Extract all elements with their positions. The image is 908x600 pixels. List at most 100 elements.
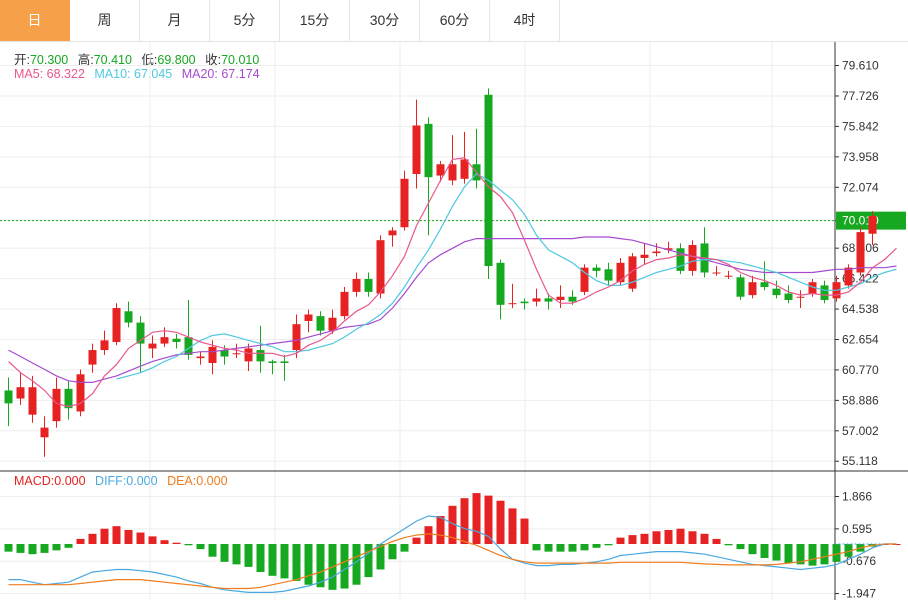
- candle-body: [304, 314, 313, 321]
- macd-bar: [208, 544, 217, 557]
- macd-tick-label: 0.595: [842, 522, 872, 536]
- candle-body: [508, 303, 517, 305]
- ma20-readout: MA20: 67.174: [181, 67, 260, 81]
- macd-bar: [316, 544, 325, 588]
- macd-bar: [304, 544, 313, 585]
- candle-body: [292, 324, 301, 351]
- macd-bar: [844, 544, 853, 557]
- candle-body: [736, 277, 745, 297]
- candles: [4, 88, 889, 457]
- tab-1[interactable]: 周: [70, 0, 140, 41]
- macd-bar: [148, 536, 157, 544]
- macd-bar: [232, 544, 241, 565]
- candle-body: [652, 251, 661, 254]
- macd-bar: [100, 528, 109, 544]
- candle-body: [760, 282, 769, 288]
- ma10-line: [116, 173, 897, 380]
- macd-bar: [340, 544, 349, 589]
- candle: [760, 261, 769, 291]
- tab-3[interactable]: 5分: [210, 0, 280, 41]
- candle-body: [16, 387, 25, 399]
- candle: [304, 309, 313, 333]
- macd-bar: [112, 526, 121, 544]
- macd-bar: [16, 544, 25, 553]
- candle-body: [76, 374, 85, 412]
- macd-bar: [376, 544, 385, 570]
- candle: [664, 241, 673, 254]
- candle: [100, 330, 109, 355]
- candle: [736, 274, 745, 300]
- candle-body: [592, 267, 601, 271]
- candle-body: [808, 282, 817, 294]
- price-tick-label: 64.538: [842, 302, 879, 316]
- candle-body: [256, 350, 265, 362]
- tab-6[interactable]: 60分: [420, 0, 490, 41]
- candlestick-chart[interactable]: 79.61077.72675.84273.95872.07468.30666.4…: [0, 42, 908, 600]
- candle-body: [448, 164, 457, 181]
- candle: [544, 293, 553, 310]
- candle: [508, 283, 517, 309]
- ma10-readout: MA10: 67.045: [94, 67, 173, 81]
- candle-body: [232, 353, 241, 355]
- candle: [772, 280, 781, 299]
- candle-body: [628, 256, 637, 289]
- tab-5[interactable]: 30分: [350, 0, 420, 41]
- macd-bar: [76, 538, 85, 544]
- candle-body: [604, 269, 613, 281]
- candle-body: [580, 267, 589, 292]
- candle: [688, 240, 697, 276]
- macd-bar: [160, 540, 169, 544]
- tab-2[interactable]: 月: [140, 0, 210, 41]
- candle: [292, 314, 301, 359]
- macd-bar: [424, 526, 433, 544]
- ma5-line: [8, 157, 897, 408]
- candle: [196, 351, 205, 365]
- candle: [880, 214, 889, 225]
- tab-7[interactable]: 4时: [490, 0, 560, 41]
- candle-body: [388, 230, 397, 236]
- candle: [280, 354, 289, 381]
- candle-body: [172, 338, 181, 342]
- candle: [376, 235, 385, 299]
- macd-bar: [256, 544, 265, 572]
- macd-bar: [832, 544, 841, 562]
- period-tabs: 日周月 5分 15分 30分 60分 4时: [0, 0, 908, 42]
- candle: [256, 325, 265, 373]
- macd-bar: [628, 535, 637, 544]
- macd-bar: [496, 500, 505, 544]
- macd-bar: [640, 533, 649, 544]
- candle-body: [52, 388, 61, 422]
- price-tick-label: 77.726: [842, 89, 879, 103]
- macd-bar: [280, 544, 289, 579]
- candle-body: [748, 282, 757, 296]
- candle-body: [868, 215, 877, 234]
- macd-bar: [592, 544, 601, 548]
- tab-4[interactable]: 15分: [280, 0, 350, 41]
- macd-bar: [760, 544, 769, 558]
- price-tick-label: 72.074: [842, 180, 879, 194]
- candle: [352, 272, 361, 297]
- candle: [88, 343, 97, 373]
- candle: [532, 288, 541, 307]
- price-tick-label: 79.610: [842, 59, 879, 73]
- candle: [28, 375, 37, 423]
- candle: [400, 170, 409, 231]
- candle: [604, 262, 613, 286]
- candle: [700, 227, 709, 278]
- ohlc-legend: 开:70.300 高:70.410 低:69.800 收:70.010: [14, 49, 265, 68]
- open-readout: 开:70.300: [14, 53, 69, 67]
- candle-body: [160, 337, 169, 344]
- macd-bar: [244, 544, 253, 567]
- candle-body: [796, 296, 805, 298]
- candle: [436, 161, 445, 183]
- candle-body: [64, 388, 73, 409]
- macd-bar: [820, 544, 829, 565]
- tab-0[interactable]: 日: [0, 0, 70, 41]
- macd-bar: [712, 538, 721, 544]
- price-tick-label: 55.118: [842, 454, 878, 468]
- macd-bar: [364, 544, 373, 578]
- candle-body: [544, 298, 553, 302]
- macd-bar: [688, 531, 697, 544]
- candle: [724, 270, 733, 279]
- candle: [844, 264, 853, 289]
